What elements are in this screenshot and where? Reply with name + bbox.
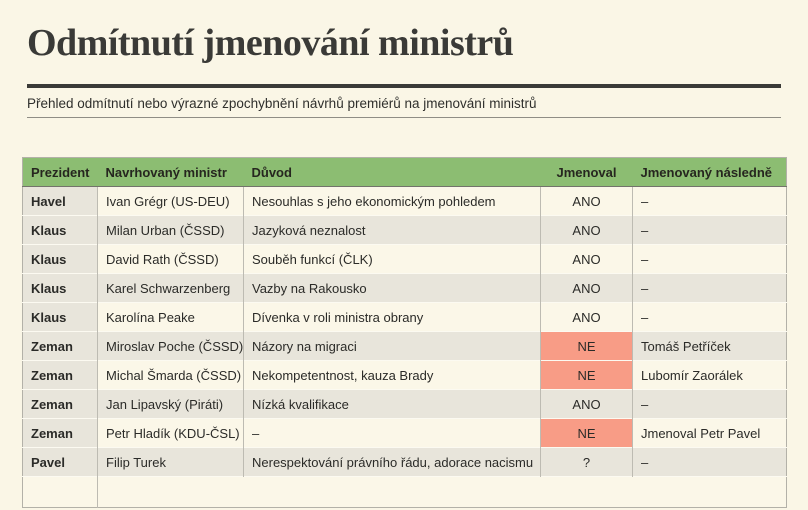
col-header-successor: Jmenovaný následně [632,157,787,187]
table-row: Zeman Michal Šmarda (ČSSD) Nekompetentnost… [22,360,787,390]
col-header-president: Prezident [22,157,98,187]
cell-appointed: NE [540,360,633,390]
cell-reason: Nekompetentnost, kauza Brady [243,360,541,390]
table-row: Havel Ivan Grégr (US-DEU) Nesouhlas s jeho… [22,186,787,216]
cell-appointed: ANO [540,244,633,274]
page-subtitle: Přehled odmítnutí nebo výrazné zpochybně… [27,96,537,111]
cell-president: Pavel [22,447,98,477]
cell-reason: Nízká kvalifikace [243,389,541,419]
title-rule [27,84,781,88]
cell-president: Zeman [22,418,98,448]
cell-reason: Nerespektování právního řádu, adorace na… [243,447,541,477]
empty-row [22,476,787,508]
cell-successor: – [632,389,787,419]
cell-president: Klaus [22,273,98,303]
cell-appointed: NE [540,331,633,361]
cell-president: Havel [22,186,98,216]
table-header: Prezident Navrhovaný ministr Důvod Jmeno… [22,157,787,187]
cell-appointed: ANO [540,186,633,216]
table-row: Klaus David Rath (ČSSD) Souběh funkcí (ČLK… [22,244,787,274]
empty-cell-president [22,476,98,508]
cell-reason: Dívenka v roli ministra obrany [243,302,541,332]
table-row: Zeman Jan Lipavský (Piráti) Nízká kvalifik… [22,389,787,419]
cell-president: Zeman [22,360,98,390]
cell-appointed: ANO [540,273,633,303]
cell-president: Klaus [22,302,98,332]
table-row: Klaus Karolína Peake Dívenka v roli minist… [22,302,787,332]
table-row: Pavel Filip Turek Nerespektování právního … [22,447,787,477]
cell-minister: Karel Schwarzenberg [97,273,244,303]
cell-minister: Milan Urban (ČSSD) [97,215,244,245]
header-row: Prezident Navrhovaný ministr Důvod Jmeno… [22,157,787,187]
cell-minister: Miroslav Poche (ČSSD) [97,331,244,361]
cell-minister: Filip Turek [97,447,244,477]
cell-president: Zeman [22,331,98,361]
cell-successor: – [632,186,787,216]
table-row: Zeman Petr Hladík (KDU-ČSL) – NE Jmenoval Pe… [22,418,787,448]
cell-successor: – [632,447,787,477]
cell-successor: – [632,215,787,245]
cell-reason: Jazyková neznalost [243,215,541,245]
table-row: Klaus Milan Urban (ČSSD) Jazyková neznalos… [22,215,787,245]
table-row: Zeman Miroslav Poche (ČSSD) Názory na migr… [22,331,787,361]
cell-appointed: ? [540,447,633,477]
cell-president: Zeman [22,389,98,419]
cell-reason: Názory na migraci [243,331,541,361]
ministers-refusal-table: Prezident Navrhovaný ministr Důvod Jmeno… [22,157,787,508]
cell-minister: Ivan Grégr (US-DEU) [97,186,244,216]
table-row: Klaus Karel Schwarzenberg Vazby na Rakousk… [22,273,787,303]
cell-successor: Tomáš Petříček [632,331,787,361]
cell-minister: Michal Šmarda (ČSSD) [97,360,244,390]
cell-appointed: NE [540,418,633,448]
page-title: Odmítnutí jmenování ministrů [27,22,514,64]
cell-appointed: ANO [540,302,633,332]
cell-reason: – [243,418,541,448]
cell-successor: – [632,302,787,332]
cell-minister: Petr Hladík (KDU-ČSL) [97,418,244,448]
cell-successor: Lubomír Zaorálek [632,360,787,390]
cell-minister: David Rath (ČSSD) [97,244,244,274]
cell-successor: – [632,244,787,274]
col-header-reason: Důvod [243,157,541,187]
empty-cell-rest [97,476,787,508]
cell-minister: Karolína Peake [97,302,244,332]
cell-successor: – [632,273,787,303]
subtitle-rule [27,117,781,118]
cell-president: Klaus [22,215,98,245]
col-header-minister: Navrhovaný ministr [97,157,244,187]
cell-appointed: ANO [540,215,633,245]
cell-appointed: ANO [540,389,633,419]
cell-minister: Jan Lipavský (Piráti) [97,389,244,419]
col-header-appointed: Jmenoval [540,157,633,187]
cell-president: Klaus [22,244,98,274]
cell-reason: Nesouhlas s jeho ekonomickým pohledem [243,186,541,216]
table-body: Havel Ivan Grégr (US-DEU) Nesouhlas s jeho… [22,186,787,508]
cell-reason: Vazby na Rakousko [243,273,541,303]
cell-successor: Jmenoval Petr Pavel [632,418,787,448]
cell-reason: Souběh funkcí (ČLK) [243,244,541,274]
